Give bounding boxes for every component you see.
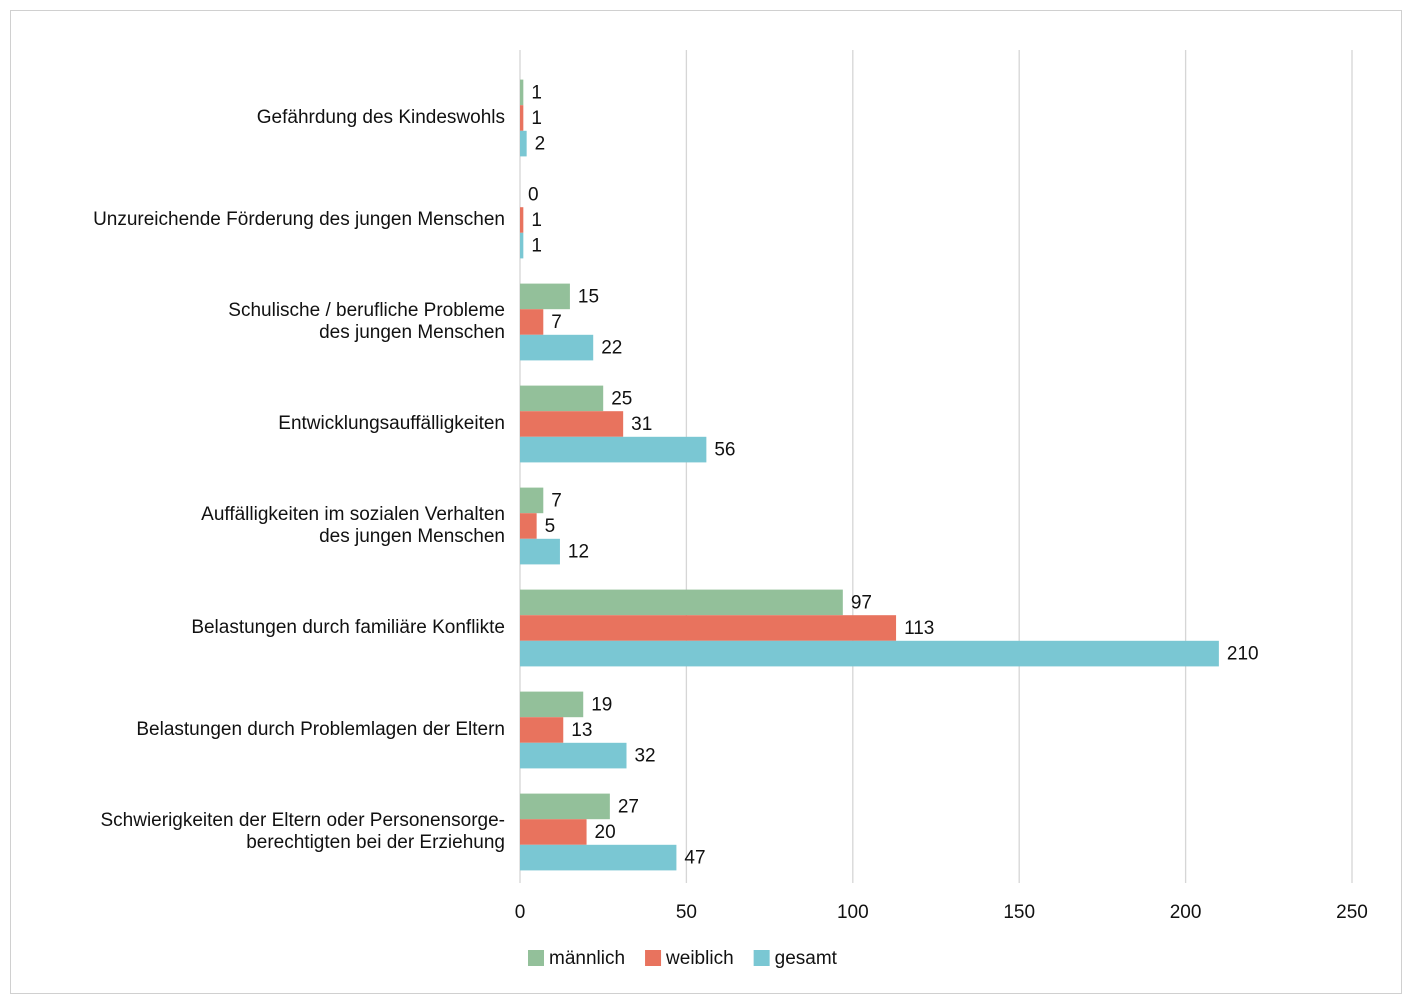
value-label: 31 [631,414,652,435]
x-tick-label: 50 [676,902,697,923]
value-label: 27 [618,796,639,817]
legend-swatch [528,950,544,966]
bar [520,589,843,616]
category-label: Unzureichende Förderung des jungen Mensc… [93,209,505,230]
value-label: 97 [851,592,872,613]
legend-label: weiblich [665,948,734,969]
bar [520,487,544,514]
value-label: 0 [528,184,539,205]
value-label: 113 [904,618,934,639]
bar [520,334,594,361]
category-label: Belastungen durch Problemlagen der Elter… [136,719,505,740]
value-label: 1 [531,108,542,129]
x-tick-label: 100 [837,902,869,923]
x-tick-label: 150 [1003,902,1035,923]
bar [520,436,707,463]
value-label: 1 [531,236,542,257]
bar [520,385,604,412]
bar [520,793,610,820]
legend-label: männlich [549,948,625,969]
bar [520,207,524,233]
legend-swatch [645,950,662,966]
category-label: Gefährdung des Kindeswohls [257,107,505,128]
bar [520,691,584,718]
value-label: 25 [611,388,632,409]
value-label: 5 [545,516,556,537]
value-label: 32 [634,746,655,767]
value-label: 1 [531,210,542,231]
legend-label: gesamt [775,948,838,969]
bar [520,309,544,335]
bar [520,79,524,106]
bar [520,640,1219,667]
bar [520,717,564,743]
frame [10,10,1402,994]
value-label: 210 [1227,644,1259,665]
value-label: 7 [551,312,562,333]
x-tick-label: 0 [515,902,526,923]
bar [520,232,524,259]
legend-swatch [753,950,770,966]
value-label: 15 [578,286,599,307]
bar [520,538,560,565]
bar [520,513,537,539]
value-label: 13 [571,720,592,741]
value-label: 7 [551,490,562,511]
category-label: Auffälligkeiten im sozialen Verhalten des… [201,504,505,547]
bar [520,130,527,157]
bar [520,742,627,769]
bar [520,411,624,437]
category-label: Schulische / berufliche Probleme des jung… [228,300,505,343]
value-label: 20 [595,822,616,843]
category-label: Belastungen durch familiäre Konflikte [191,617,505,638]
value-label: 19 [591,694,612,715]
x-tick-label: 200 [1170,902,1202,923]
value-label: 56 [714,440,735,461]
value-label: 12 [568,542,589,563]
bar [520,105,524,131]
category-label: Schwierigkeiten der Eltern oder Personen… [101,810,506,853]
bar [520,283,570,310]
value-label: 22 [601,338,622,359]
bar [520,844,677,871]
value-label: 1 [531,82,542,103]
x-tick-label: 250 [1336,902,1368,923]
category-label: Entwicklungsauffälligkeiten [278,413,505,434]
value-label: 2 [535,134,546,155]
value-label: 47 [684,848,705,869]
bar [520,615,897,641]
bar [520,819,587,845]
